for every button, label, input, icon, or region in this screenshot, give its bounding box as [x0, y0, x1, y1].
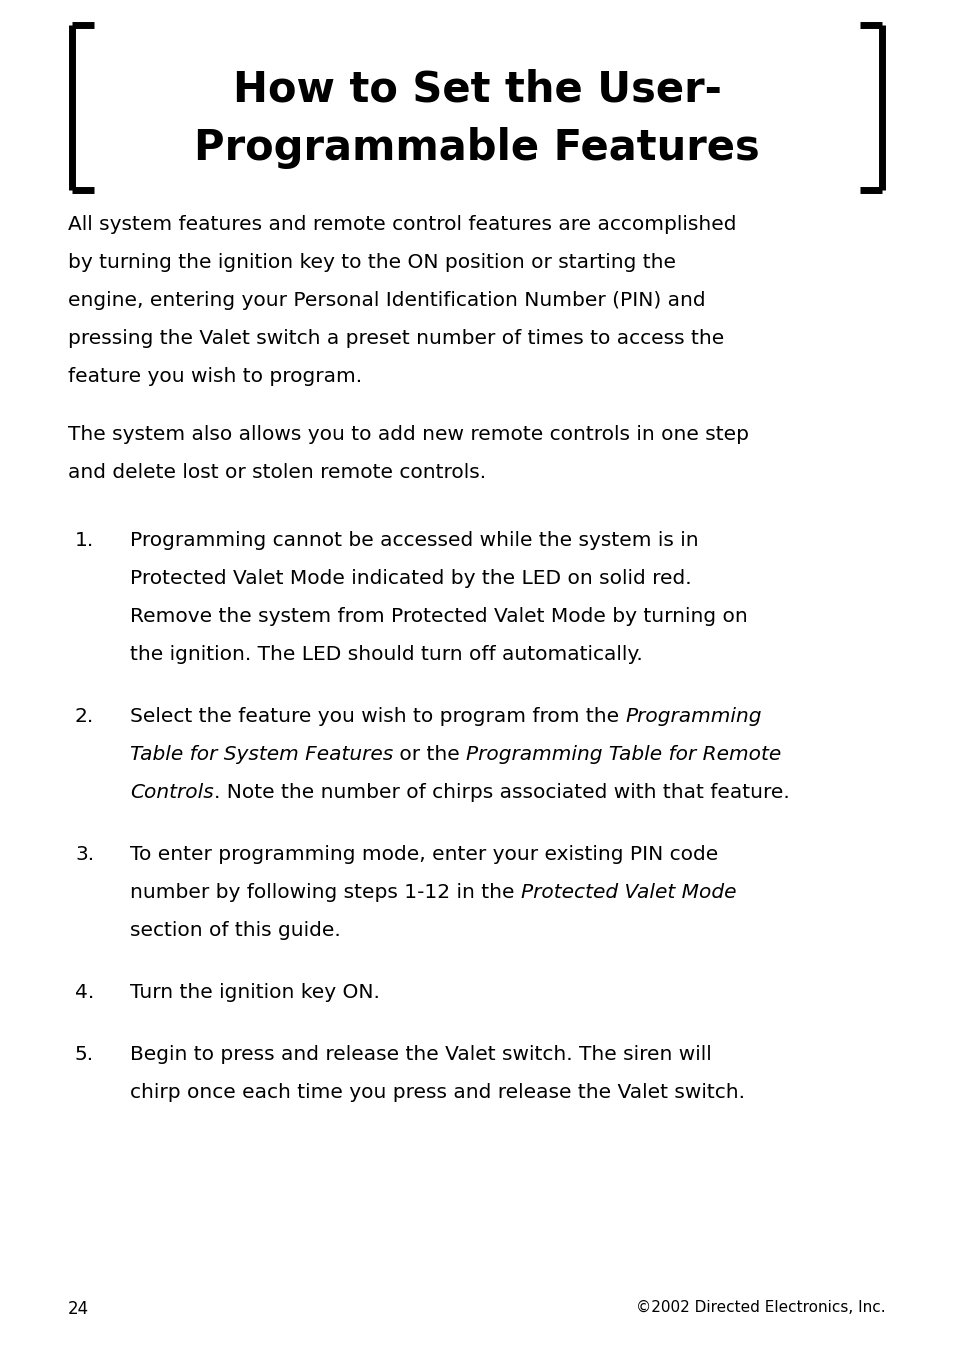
Text: To enter programming mode, enter your existing PIN code: To enter programming mode, enter your ex…	[130, 845, 718, 863]
Text: Protected Valet Mode: Protected Valet Mode	[520, 884, 736, 902]
Text: Select the feature you wish to program from the: Select the feature you wish to program f…	[130, 707, 625, 726]
Text: The system also allows you to add new remote controls in one step: The system also allows you to add new re…	[68, 425, 748, 444]
Text: Remove the system from Protected Valet Mode by turning on: Remove the system from Protected Valet M…	[130, 607, 747, 625]
Text: chirp once each time you press and release the Valet switch.: chirp once each time you press and relea…	[130, 1083, 744, 1102]
Text: pressing the Valet switch a preset number of times to access the: pressing the Valet switch a preset numbe…	[68, 330, 723, 348]
Text: . Note the number of chirps associated with that feature.: . Note the number of chirps associated w…	[213, 783, 789, 802]
Text: 2.: 2.	[75, 707, 94, 726]
Text: Begin to press and release the Valet switch. The siren will: Begin to press and release the Valet swi…	[130, 1045, 711, 1064]
Text: Protected Valet Mode indicated by the LED on solid red.: Protected Valet Mode indicated by the LE…	[130, 569, 691, 588]
Text: Controls: Controls	[130, 783, 213, 802]
Text: or the: or the	[393, 745, 466, 764]
Text: engine, entering your Personal Identification Number (PIN) and: engine, entering your Personal Identific…	[68, 291, 705, 309]
Text: number by following steps 1-12 in the: number by following steps 1-12 in the	[130, 884, 520, 902]
Text: the ignition. The LED should turn off automatically.: the ignition. The LED should turn off au…	[130, 646, 642, 664]
Text: How to Set the User-: How to Set the User-	[233, 69, 720, 112]
Text: 3.: 3.	[75, 845, 94, 863]
Text: ©2002 Directed Electronics, Inc.: ©2002 Directed Electronics, Inc.	[636, 1301, 885, 1315]
Text: Programming Table for Remote: Programming Table for Remote	[466, 745, 781, 764]
Text: All system features and remote control features are accomplished: All system features and remote control f…	[68, 215, 736, 234]
Text: 24: 24	[68, 1301, 89, 1318]
Text: Programmable Features: Programmable Features	[193, 126, 760, 169]
Text: feature you wish to program.: feature you wish to program.	[68, 367, 362, 386]
Text: by turning the ignition key to the ON position or starting the: by turning the ignition key to the ON po…	[68, 253, 676, 272]
Text: and delete lost or stolen remote controls.: and delete lost or stolen remote control…	[68, 463, 486, 482]
Text: 5.: 5.	[75, 1045, 94, 1064]
Text: section of this guide.: section of this guide.	[130, 921, 340, 940]
Text: Turn the ignition key ON.: Turn the ignition key ON.	[130, 983, 379, 1002]
Text: Programming: Programming	[625, 707, 761, 726]
Text: Programming cannot be accessed while the system is in: Programming cannot be accessed while the…	[130, 531, 698, 550]
Text: 1.: 1.	[75, 531, 94, 550]
Text: 4.: 4.	[75, 983, 94, 1002]
Text: Table for System Features: Table for System Features	[130, 745, 393, 764]
